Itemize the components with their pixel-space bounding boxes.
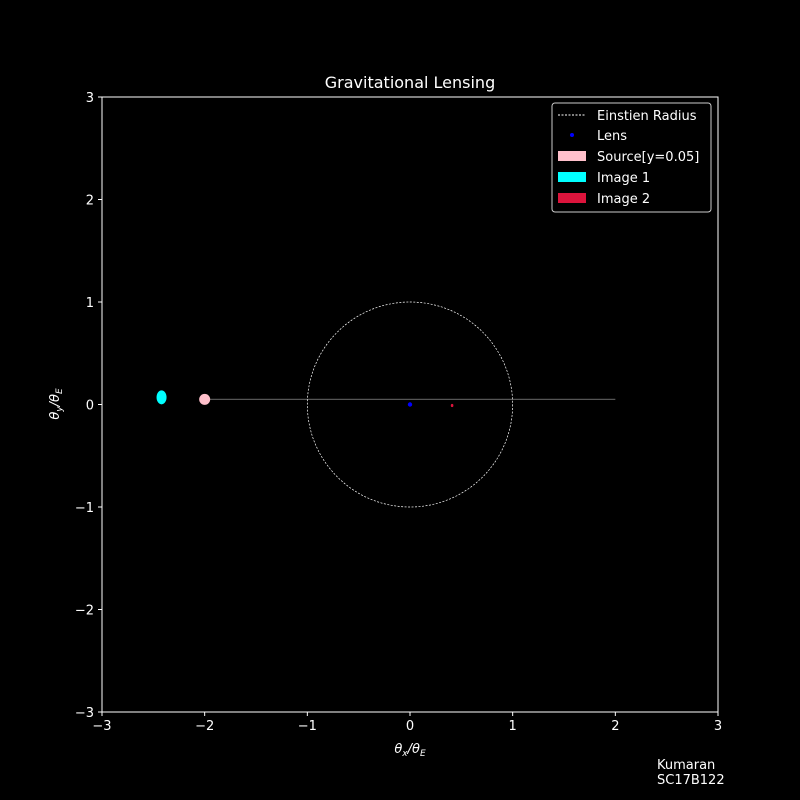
- legend-lens-swatch: [570, 133, 574, 137]
- einstein-radius-circle: [306, 301, 514, 508]
- x-tick-label: 1: [509, 719, 517, 734]
- x-tick-label: 0: [406, 719, 414, 734]
- legend-source-swatch: [558, 151, 586, 161]
- source-disk: [199, 393, 211, 405]
- legend-einstein-radius-label: Einstien Radius: [597, 109, 697, 124]
- author-credit: Kumaran SC17B122: [657, 758, 725, 788]
- image-2-marker: [450, 403, 454, 408]
- legend-lens-label: Lens: [597, 129, 627, 144]
- y-tick-label: −3: [75, 706, 94, 721]
- x-tick-label: 3: [714, 719, 722, 734]
- y-tick-label: 3: [86, 91, 94, 106]
- x-axis-label: θx/θE: [394, 742, 426, 759]
- image-1-marker: [156, 390, 167, 405]
- y-tick-label: 0: [86, 399, 94, 414]
- y-tick-label: −2: [75, 604, 94, 619]
- chart-title: Gravitational Lensing: [325, 73, 495, 92]
- y-axis-label: θy/θE: [48, 388, 65, 420]
- author-id: SC17B122: [657, 773, 725, 788]
- lens-point: [407, 402, 413, 407]
- x-tick-label: −3: [92, 719, 111, 734]
- y-tick-label: 1: [86, 296, 94, 311]
- legend-image1-label: Image 1: [597, 171, 650, 186]
- y-tick-label: −1: [75, 501, 94, 516]
- x-tick-label: −1: [298, 719, 317, 734]
- x-tick-label: 2: [611, 719, 619, 734]
- legend-image2-label: Image 2: [597, 192, 650, 207]
- legend-source-label: Source[y=0.05]: [597, 150, 699, 165]
- legend-image2-swatch: [558, 193, 586, 203]
- y-tick-label: 2: [86, 194, 94, 209]
- legend: Einstien Radius Lens Source[y=0.05] Imag…: [551, 102, 712, 213]
- x-tick-label: −2: [195, 719, 214, 734]
- plot-area: −3−3 −2 −2 −1 −1 0 0 1 1 2 2 3 3: [75, 91, 722, 734]
- legend-image1-swatch: [558, 172, 586, 182]
- author-name: Kumaran: [657, 758, 716, 773]
- legend-frame: [551, 102, 712, 213]
